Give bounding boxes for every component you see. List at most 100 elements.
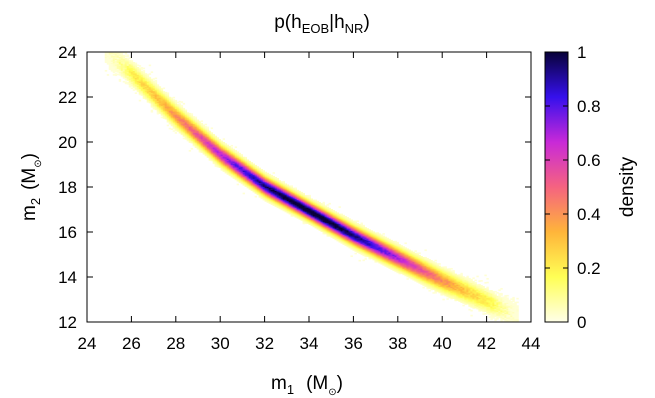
density-cell: [366, 245, 369, 248]
density-cell: [180, 130, 184, 133]
density-cell: [106, 60, 110, 63]
density-cell: [388, 252, 391, 255]
density-cell: [234, 173, 238, 176]
density-cell: [170, 99, 174, 102]
density-cell: [348, 225, 351, 228]
density-cell: [450, 287, 453, 290]
density-cell: [364, 229, 367, 232]
density-cell: [364, 251, 367, 254]
density-cell: [326, 216, 329, 219]
density-cell: [116, 73, 120, 76]
density-cell: [502, 306, 505, 309]
density-cell: [398, 254, 401, 256]
density-cell: [150, 97, 154, 99]
density-cell: [244, 171, 248, 174]
density-cell: [480, 307, 483, 309]
density-cell: [242, 176, 246, 179]
density-cell: [334, 231, 337, 233]
density-cell: [472, 305, 475, 308]
density-cell: [460, 291, 463, 294]
density-cell: [320, 229, 323, 231]
density-cell: [498, 312, 501, 315]
density-cell: [130, 68, 134, 71]
density-cell: [450, 272, 453, 275]
density-cell: [152, 93, 156, 95]
density-cell: [306, 204, 309, 207]
density-cell: [156, 85, 160, 88]
density-cell: [348, 223, 351, 225]
density-cell: [154, 106, 158, 108]
density-cell: [200, 150, 204, 152]
density-cell: [442, 281, 445, 284]
density-cell: [448, 271, 451, 274]
density-cell: [282, 205, 285, 208]
density-cell: [512, 300, 515, 303]
density-cell: [164, 91, 168, 94]
density-cell: [278, 201, 281, 203]
density-cell: [254, 166, 258, 168]
density-cell: [428, 268, 431, 271]
density-cell: [408, 252, 411, 254]
density-cell: [196, 130, 200, 133]
density-cell: [125, 48, 127, 50]
density-cell: [268, 194, 271, 197]
density-cell: [466, 280, 469, 283]
density-cell: [106, 62, 110, 65]
density-cell: [284, 190, 287, 193]
density-cell: [166, 117, 170, 119]
density-cell: [346, 235, 349, 238]
density-cell: [338, 224, 341, 227]
density-cell: [506, 307, 509, 309]
density-cell: [208, 159, 212, 161]
density-cell: [232, 152, 236, 155]
density-cell: [134, 62, 138, 65]
density-cell: [458, 280, 461, 283]
density-cell: [434, 264, 437, 267]
density-cell: [174, 127, 178, 129]
density-cell: [146, 77, 150, 80]
density-cell: [292, 212, 295, 215]
density-cell: [262, 177, 265, 180]
density-cell: [340, 242, 343, 244]
density-cell: [434, 283, 437, 285]
density-cell: [306, 217, 309, 219]
density-cell: [402, 262, 405, 265]
density-cell: [304, 206, 307, 209]
density-cell: [290, 208, 293, 211]
density-cell: [118, 80, 122, 82]
density-cell: [422, 275, 425, 278]
density-cell: [252, 180, 256, 183]
density-cell: [206, 150, 210, 152]
density-cell: [422, 284, 425, 286]
density-cell: [480, 299, 483, 302]
density-cell: [310, 212, 313, 214]
density-cell: [508, 324, 510, 326]
density-cell: [292, 190, 295, 192]
density-cell: [422, 280, 425, 283]
density-cell: [510, 320, 513, 322]
density-cell: [362, 237, 365, 239]
density-cell: [424, 268, 427, 270]
density-cell: [274, 181, 277, 184]
density-cell: [410, 272, 413, 275]
density-cell: [250, 174, 254, 177]
density-cell: [392, 268, 395, 270]
density-cell: [342, 217, 345, 219]
density-cell: [284, 187, 287, 189]
density-cell: [312, 221, 315, 224]
density-cell: [372, 257, 375, 260]
density-cell: [458, 275, 461, 278]
density-cell: [428, 261, 431, 264]
density-cell: [418, 278, 421, 281]
density-cell: [370, 246, 373, 249]
density-cell: [330, 222, 333, 225]
density-cell: [358, 226, 361, 229]
density-cell: [108, 65, 112, 68]
density-cell: [420, 258, 423, 261]
density-cell: [206, 147, 210, 150]
density-cell: [224, 145, 228, 148]
density-cell: [490, 292, 493, 295]
density-cell: [308, 196, 311, 198]
density-cell: [134, 78, 138, 81]
density-cell: [106, 74, 110, 76]
